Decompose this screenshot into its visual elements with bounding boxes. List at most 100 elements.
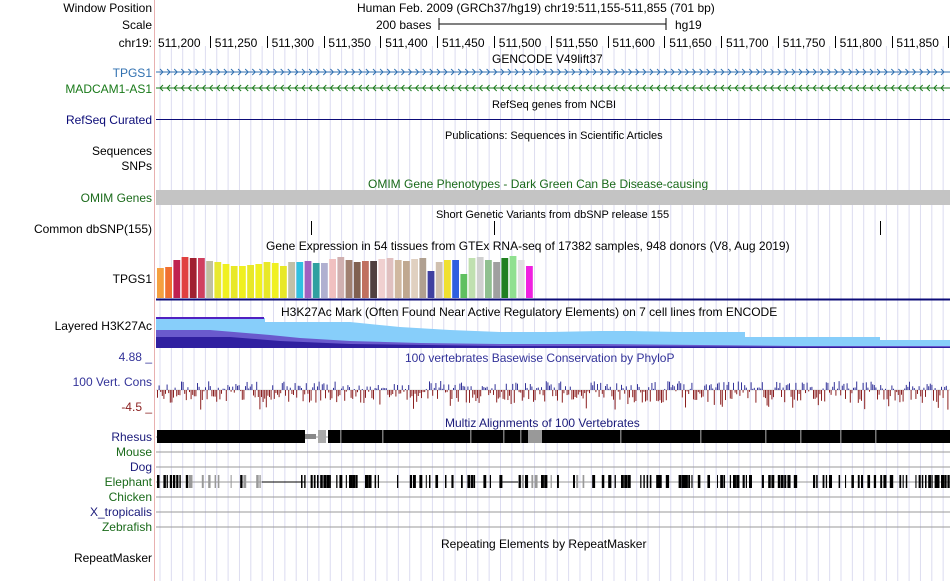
cons-bar xyxy=(509,390,510,396)
multiz-species-x-tropicalis[interactable]: X_tropicalis xyxy=(89,505,152,519)
cons-bar xyxy=(917,390,918,394)
strand-arrow xyxy=(642,84,647,92)
alignment-block-elephant xyxy=(688,475,691,488)
cons-bar xyxy=(389,390,390,398)
alignment-block-elephant xyxy=(822,475,825,488)
cons-bar xyxy=(845,390,846,399)
cons-bar xyxy=(864,390,866,410)
cons-bar xyxy=(256,381,258,390)
strand-arrow xyxy=(855,84,860,92)
cons-bar xyxy=(758,387,760,390)
h3k27ac-track[interactable] xyxy=(0,0,950,350)
alignment-block-elephant xyxy=(534,475,538,488)
cons-bar xyxy=(347,385,349,390)
cons-bar xyxy=(513,390,515,403)
omim-gene-bar[interactable] xyxy=(156,190,950,205)
cons-bar xyxy=(832,386,834,390)
multiz-track[interactable] xyxy=(0,0,950,535)
publications-sequences-label[interactable]: Sequences xyxy=(91,144,152,158)
alignment-block-elephant xyxy=(310,475,313,488)
multiz-species-dog[interactable]: Dog xyxy=(129,460,152,474)
cons-bar xyxy=(805,390,806,394)
dbsnp-label[interactable]: Common dbSNP(155) xyxy=(33,222,152,236)
cons-bar xyxy=(648,387,650,390)
alignment-block-elephant xyxy=(640,475,642,488)
strand-arrow xyxy=(358,68,363,76)
alignment-block-elephant xyxy=(736,475,740,488)
omim-label[interactable]: OMIM Genes xyxy=(80,191,152,205)
gtex-tissue-bar xyxy=(476,257,484,298)
cons-track[interactable] xyxy=(0,0,950,420)
ruler-tick-mark xyxy=(664,36,666,48)
cons-bar xyxy=(345,390,347,392)
h3k27ac-label[interactable]: Layered H3K27Ac xyxy=(54,319,152,333)
cons-bar xyxy=(899,390,901,403)
strand-arrow xyxy=(940,84,945,92)
cons-bar xyxy=(411,390,413,397)
refseq-gene-line[interactable] xyxy=(156,119,950,120)
strand-arrow xyxy=(230,84,235,92)
cons-bar xyxy=(891,385,893,390)
gtex-tissue-bar xyxy=(304,261,312,298)
ruler-tick-label: 511,850 xyxy=(896,36,939,50)
gencode-label-tpgs1[interactable]: TPGS1 xyxy=(112,66,152,80)
alignment-mismatch-rhesus xyxy=(765,430,767,443)
multiz-species-rhesus[interactable]: Rhesus xyxy=(111,430,152,444)
cons-bar xyxy=(824,390,826,402)
cons-bar xyxy=(697,390,699,393)
cons-bar xyxy=(630,385,632,390)
alignment-block-elephant xyxy=(445,475,447,488)
alignment-mismatch-rhesus xyxy=(503,430,505,443)
cons-bar xyxy=(752,388,754,390)
repeatmasker-label[interactable]: RepeatMasker xyxy=(73,551,152,565)
cons-bar xyxy=(633,390,635,403)
cons-bar xyxy=(192,390,194,395)
cons-bar xyxy=(195,390,197,397)
cons-bar xyxy=(915,390,917,399)
cons-bar xyxy=(344,390,346,401)
strand-arrow xyxy=(472,68,477,76)
cons-bar xyxy=(376,388,378,390)
cons-bar xyxy=(299,385,301,390)
cons-bar xyxy=(440,381,442,390)
cons-bar xyxy=(856,381,858,390)
cons-bar xyxy=(377,385,379,390)
alignment-block-elephant xyxy=(777,475,781,488)
multiz-species-mouse[interactable]: Mouse xyxy=(115,445,152,459)
strand-arrow xyxy=(401,68,406,76)
alignment-block-elephant xyxy=(889,475,894,488)
ruler-tick-label: 511,600 xyxy=(612,36,655,50)
multiz-species-zebrafish[interactable]: Zebrafish xyxy=(101,520,152,534)
alignment-block-elephant xyxy=(313,475,316,488)
cons-bar xyxy=(432,390,434,396)
snp-mark xyxy=(494,221,495,235)
ruler-tick-label: 511,650 xyxy=(669,36,712,50)
cons-bar xyxy=(504,390,506,400)
cons-bar xyxy=(693,390,694,400)
cons-bar xyxy=(857,390,859,403)
multiz-species-chicken[interactable]: Chicken xyxy=(108,490,152,504)
multiz-species-elephant[interactable]: Elephant xyxy=(104,475,152,489)
gtex-track[interactable] xyxy=(0,0,950,302)
cons-bar xyxy=(176,390,178,397)
cons-bar xyxy=(710,384,712,390)
alignment-block-elephant xyxy=(781,475,784,488)
snp-mark xyxy=(311,221,312,235)
cons-bar xyxy=(757,387,758,390)
gencode-label-madcam1-as1[interactable]: MADCAM1-AS1 xyxy=(65,82,152,96)
publications-snps-label[interactable]: SNPs xyxy=(121,159,152,173)
strand-arrow xyxy=(840,84,845,92)
cons-bar xyxy=(547,382,549,390)
gencode-track[interactable] xyxy=(0,0,950,100)
dbsnp-track[interactable] xyxy=(0,0,950,240)
ruler-tick-mark xyxy=(380,36,382,48)
refseq-label[interactable]: RefSeq Curated xyxy=(65,113,152,127)
gtex-label[interactable]: TPGS1 xyxy=(112,272,152,286)
cons-bar xyxy=(859,390,861,400)
cons-bar xyxy=(597,384,598,390)
strand-arrow xyxy=(500,68,505,76)
cons-bar xyxy=(205,387,206,390)
cons-bar xyxy=(435,383,437,390)
scale-bar xyxy=(438,18,667,30)
cons-label[interactable]: 100 Vert. Cons xyxy=(72,375,152,389)
